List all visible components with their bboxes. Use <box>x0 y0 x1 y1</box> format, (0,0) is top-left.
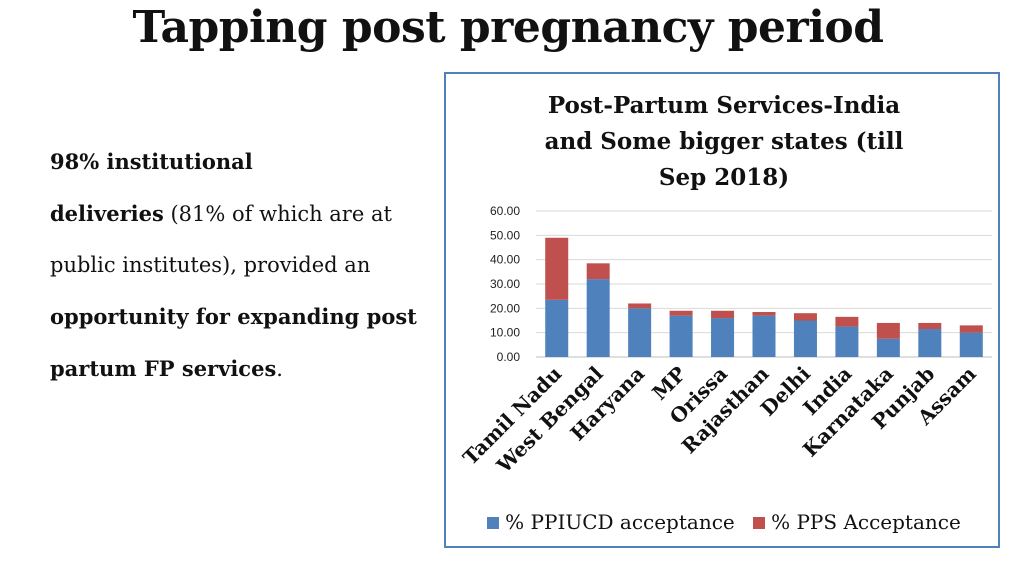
text-opportunity: opportunity for expanding post partum FP… <box>50 304 417 381</box>
legend-item-pps: % PPS Acceptance <box>753 510 961 534</box>
bar-pps <box>669 310 693 316</box>
chart-title: Post-Partum Services-India and Some bigg… <box>446 88 1002 196</box>
bar-pps <box>711 310 735 319</box>
text-public-institutes: (81% of which are at public institutes),… <box>50 202 392 277</box>
bar-pps <box>628 303 652 309</box>
y-tick-label: 40.00 <box>490 253 520 267</box>
chart-title-line: Sep 2018) <box>658 164 790 191</box>
y-tick-label: 50.00 <box>490 228 520 242</box>
bar-ppiucd <box>835 326 859 357</box>
y-tick-label: 20.00 <box>490 301 520 315</box>
bar-ppiucd <box>918 329 942 357</box>
y-tick-label: 30.00 <box>490 277 520 291</box>
legend-item-ppiucd: % PPIUCD acceptance <box>487 510 735 534</box>
bar-ppiucd <box>876 338 900 357</box>
bar-pps <box>876 322 900 339</box>
bar-pps <box>752 311 776 316</box>
bar-ppiucd <box>586 279 610 357</box>
y-tick-label: 10.00 <box>490 326 520 340</box>
bar-pps <box>586 263 610 280</box>
bar-ppiucd <box>752 315 776 357</box>
chart-title-line: Post-Partum Services-India <box>547 92 901 119</box>
text-institutional: 98% institutional <box>50 149 253 174</box>
bar-ppiucd <box>669 315 693 357</box>
bar-pps <box>545 237 569 300</box>
bar-ppiucd <box>711 318 735 357</box>
legend-label-pps: % PPS Acceptance <box>771 510 961 534</box>
y-tick-label: 60.00 <box>490 204 520 218</box>
bar-pps <box>918 322 942 330</box>
bar-pps <box>793 313 817 321</box>
chart-title-line: and Some bigger states (till <box>544 128 904 155</box>
bar-ppiucd <box>793 320 817 357</box>
bar-ppiucd <box>959 332 983 357</box>
bar-ppiucd <box>545 299 569 357</box>
slide-title: Tapping post pregnancy period <box>132 2 884 53</box>
legend: % PPIUCD acceptance % PPS Acceptance <box>446 510 1002 534</box>
legend-swatch-ppiucd <box>487 517 500 529</box>
legend-label-ppiucd: % PPIUCD acceptance <box>505 510 735 534</box>
chart-box: Post-Partum Services-India and Some bigg… <box>444 72 1000 548</box>
text-period: . <box>276 357 283 381</box>
stacked-bar-chart: 0.0010.0020.0030.0040.0050.0060.00Tamil … <box>458 204 992 478</box>
text-deliveries: deliveries <box>50 201 164 226</box>
body-text: 98% institutional deliveries (81% of whic… <box>50 136 430 395</box>
bar-pps <box>835 316 859 327</box>
bar-ppiucd <box>628 308 652 357</box>
legend-swatch-pps <box>753 517 766 529</box>
y-tick-label: 0.00 <box>497 350 521 364</box>
bar-pps <box>959 325 983 333</box>
